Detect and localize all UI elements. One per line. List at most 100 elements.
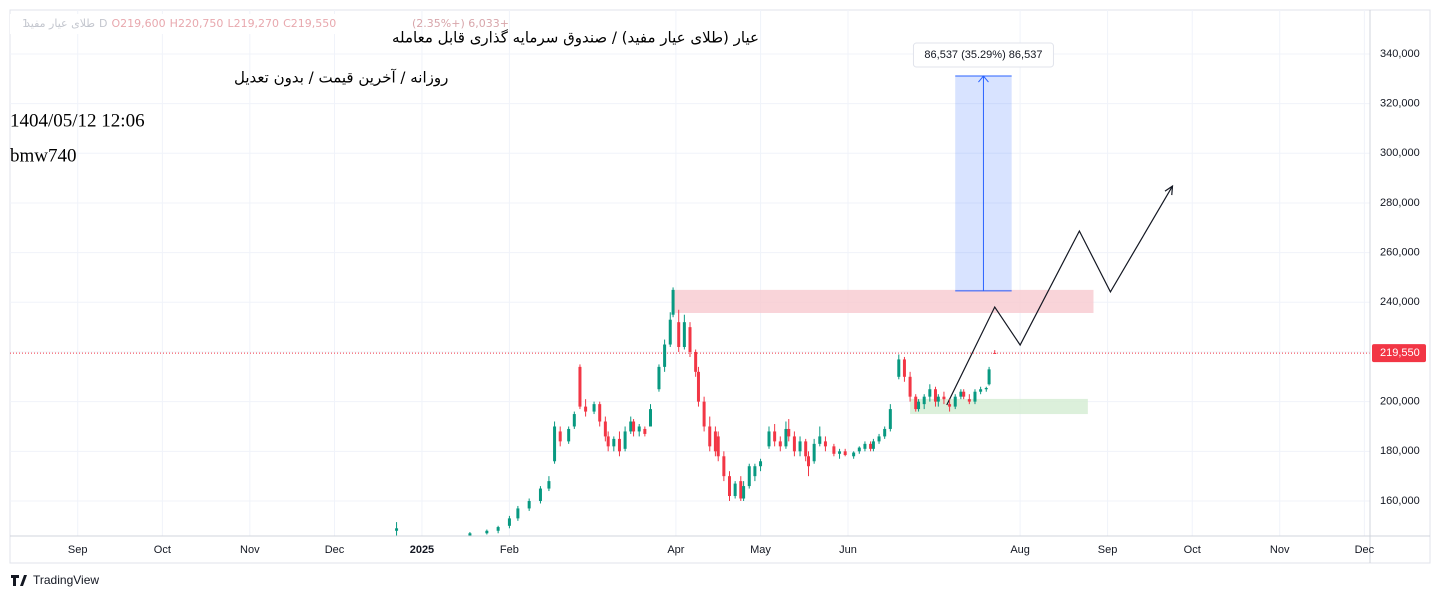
candle-body: [807, 456, 811, 467]
candle-body: [888, 409, 892, 429]
candle-body: [696, 371, 700, 402]
candle-body: [733, 483, 737, 497]
candle-body: [603, 421, 607, 437]
candle-body: [823, 441, 827, 447]
candle-body: [637, 426, 641, 432]
candle-body: [688, 327, 692, 352]
candle-body: [547, 481, 551, 489]
candle-body: [668, 319, 672, 345]
candle-body: [753, 466, 757, 477]
candle-body: [933, 389, 937, 402]
x-tick-label: Dec: [325, 544, 345, 556]
candle-body: [722, 456, 726, 477]
candle-body: [468, 533, 472, 536]
legend-close: C219,550: [283, 17, 336, 30]
x-tick-label: Nov: [1270, 544, 1290, 556]
plot: [10, 75, 1370, 536]
y-tick-label: 180,000: [1380, 445, 1420, 457]
x-tick-label: 2025: [410, 544, 434, 556]
y-tick-label: 240,000: [1380, 296, 1420, 308]
candle-body: [869, 443, 873, 449]
candle-body: [485, 530, 489, 534]
x-tick-label: Apr: [667, 544, 684, 556]
axes: 160,000180,000200,000220,000240,000260,0…: [68, 48, 1420, 556]
x-tick-label: Aug: [1010, 544, 1030, 556]
candle-body: [558, 431, 562, 442]
candle-body: [671, 289, 675, 315]
candle-body: [578, 366, 582, 407]
chart-title: عیار (طلای عیار مفید) / صندوق سرمایه گذا…: [392, 29, 759, 47]
zone: [673, 289, 1094, 313]
candle-body: [897, 359, 901, 377]
candle-body: [759, 461, 763, 467]
candle-body: [993, 352, 997, 354]
candle-body: [984, 387, 988, 390]
candle-body: [792, 436, 796, 452]
title-bg: [10, 14, 405, 34]
candle-body: [804, 441, 808, 457]
candle-body: [914, 396, 918, 410]
x-tick-label: Oct: [1184, 544, 1201, 556]
candle-body: [959, 391, 963, 397]
projection-arrowhead: [1164, 184, 1174, 196]
candle-body: [747, 466, 751, 487]
candle-body: [773, 431, 777, 442]
candle-body: [496, 527, 500, 531]
candle-body: [857, 447, 861, 452]
candle-body: [877, 436, 881, 442]
candle-body: [784, 428, 788, 447]
candle-body: [395, 528, 399, 531]
legend-low: L219,270: [227, 17, 279, 30]
candle-body: [516, 508, 520, 519]
candle-body: [643, 428, 647, 434]
candle-body: [567, 428, 571, 442]
candle-body: [694, 351, 698, 372]
candle-body: [677, 322, 681, 348]
candle-body: [527, 500, 531, 509]
candle-body: [883, 428, 887, 437]
x-tick-label: May: [750, 544, 771, 556]
candle-body: [606, 436, 610, 447]
candle-body: [657, 366, 661, 390]
last-price-label: 219,550: [1380, 347, 1420, 359]
candle-body: [928, 389, 932, 397]
candle-body: [553, 426, 557, 462]
candle-body: [787, 428, 791, 437]
candle-body: [708, 426, 712, 447]
x-tick-label: Feb: [500, 544, 519, 556]
candle-body: [798, 441, 802, 452]
candle-body: [917, 401, 921, 410]
candle-body: [702, 401, 706, 427]
chart-subtitle: روزانه / آخرین قیمت / بدون تعدیل: [234, 69, 448, 87]
candle-body: [507, 518, 511, 526]
x-tick-label: Dec: [1355, 544, 1375, 556]
candle-body: [838, 451, 842, 454]
candle-body: [617, 438, 621, 452]
footer: TradingView: [33, 573, 99, 587]
candle-body: [629, 421, 633, 432]
timestamp: 1404/05/12 12:06: [10, 110, 145, 131]
candle-body: [778, 441, 782, 447]
candle-body: [538, 488, 542, 501]
logo: [11, 575, 27, 586]
candle-body: [767, 431, 771, 447]
measure-arrowhead: [978, 75, 989, 83]
footer-logo: TradingView: [11, 573, 99, 587]
candle-body: [962, 391, 966, 397]
candle-body: [871, 441, 875, 449]
legend-ohlc: طلای عیار مفید1D O219,600 H220,750 L219,270…: [22, 17, 336, 30]
candle-body: [716, 436, 720, 457]
author: bmw740: [10, 145, 77, 166]
candle-body: [832, 446, 836, 454]
candle-body: [953, 396, 957, 407]
candle-body: [852, 452, 856, 457]
candle-body: [922, 396, 926, 405]
y-tick-label: 340,000: [1380, 48, 1420, 60]
legend-open: O219,600: [112, 17, 166, 30]
candle-body: [739, 481, 743, 499]
y-tick-label: 160,000: [1380, 495, 1420, 507]
measure-label-bg: [912, 42, 1054, 68]
candle-body: [612, 438, 616, 447]
candle-body: [942, 396, 946, 400]
